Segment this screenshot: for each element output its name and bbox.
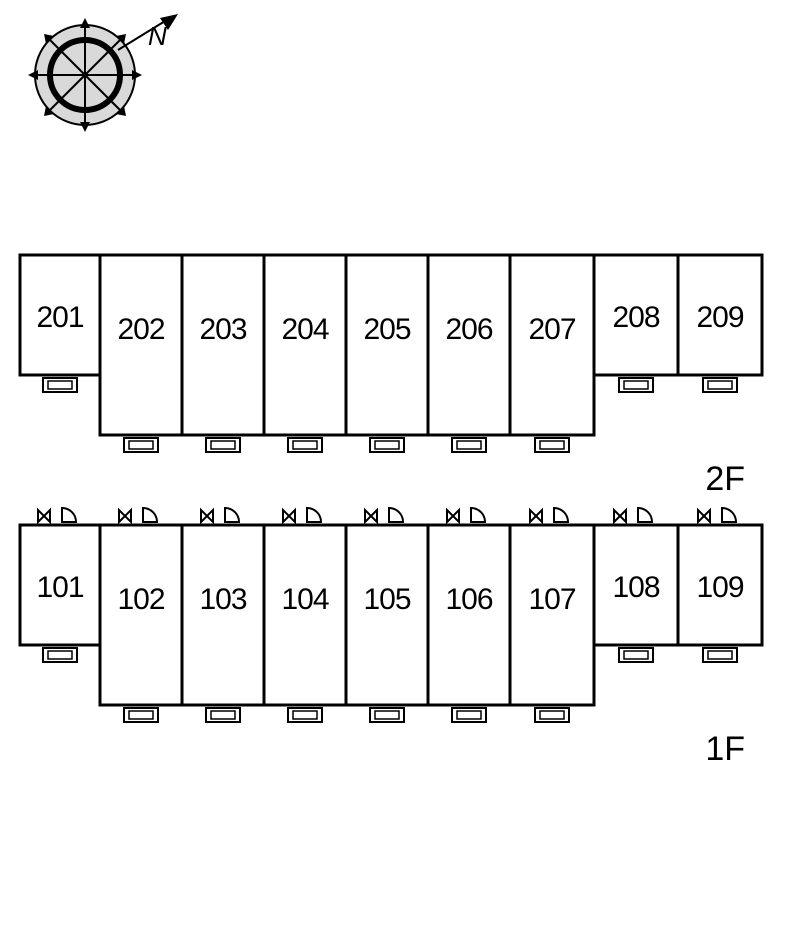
unit-204: 204 [264,255,346,452]
unit-109: 109 [678,525,762,662]
unit-206: 206 [428,255,510,452]
floor-label: 1F [705,730,745,768]
unit-number: 109 [696,571,743,604]
unit-number: 107 [528,583,575,616]
floor-label: 2F [705,460,745,498]
north-arrow: N [118,14,178,51]
compass-rose: N [28,14,178,132]
unit-203: 203 [182,255,264,452]
unit-number: 205 [363,313,410,346]
unit-201: 201 [20,255,100,392]
unit-202: 202 [100,255,182,452]
unit-105: 105 [346,525,428,722]
unit-number: 105 [363,583,410,616]
unit-207: 207 [510,255,594,452]
unit-number: 202 [117,313,164,346]
unit-number: 208 [612,301,659,334]
unit-number: 203 [199,313,246,346]
unit-number: 103 [199,583,246,616]
unit-number: 102 [117,583,164,616]
unit-number: 108 [612,571,659,604]
unit-number: 101 [36,571,83,604]
unit-108: 108 [594,525,678,662]
unit-number: 104 [281,583,328,616]
unit-102: 102 [100,525,182,722]
unit-104: 104 [264,525,346,722]
unit-number: 206 [445,313,492,346]
unit-number: 207 [528,313,575,346]
unit-number: 106 [445,583,492,616]
unit-106: 106 [428,525,510,722]
unit-205: 205 [346,255,428,452]
unit-107: 107 [510,525,594,722]
unit-101: 101 [20,525,100,662]
unit-number: 209 [696,301,743,334]
unit-208: 208 [594,255,678,392]
unit-103: 103 [182,525,264,722]
floorplan-diagram: N 201 202 203 204 205 206 207 208 209 2F 101 102 103… [0,0,800,940]
unit-number: 204 [281,313,328,346]
unit-209: 209 [678,255,762,392]
north-label: N [148,21,167,51]
floor-2F: 201 202 203 204 205 206 207 208 209 2F [20,255,762,498]
floor-1F: 101 102 103 104 105 106 107 108 109 1F [20,508,762,768]
unit-number: 201 [36,301,83,334]
